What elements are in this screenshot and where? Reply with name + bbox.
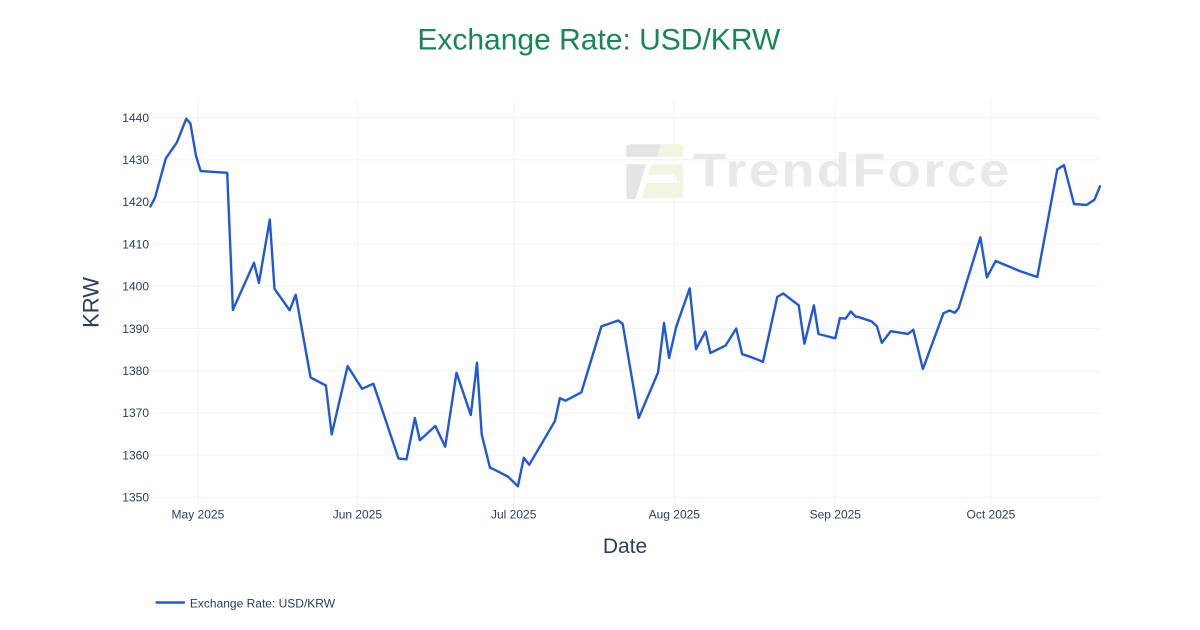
svg-text:Exchange Rate: USD/KRW: Exchange Rate: USD/KRW xyxy=(190,596,336,610)
svg-text:1420: 1420 xyxy=(122,195,149,209)
svg-text:1350: 1350 xyxy=(122,491,149,505)
svg-text:Aug 2025: Aug 2025 xyxy=(649,507,701,521)
svg-text:KRW: KRW xyxy=(79,277,104,328)
svg-text:Oct 2025: Oct 2025 xyxy=(967,507,1016,521)
svg-text:1400: 1400 xyxy=(122,280,149,294)
svg-text:May 2025: May 2025 xyxy=(172,507,225,521)
svg-text:TrendForce: TrendForce xyxy=(693,144,1012,197)
svg-text:1360: 1360 xyxy=(122,448,149,462)
svg-text:Jul 2025: Jul 2025 xyxy=(491,507,537,521)
svg-text:1410: 1410 xyxy=(122,237,149,251)
svg-text:Sep 2025: Sep 2025 xyxy=(810,507,862,521)
svg-text:1380: 1380 xyxy=(122,364,149,378)
svg-text:Jun 2025: Jun 2025 xyxy=(333,507,383,521)
svg-text:Date: Date xyxy=(603,535,647,558)
svg-text:1390: 1390 xyxy=(122,322,149,336)
svg-text:Exchange Rate: USD/KRW: Exchange Rate: USD/KRW xyxy=(417,24,781,57)
svg-text:1370: 1370 xyxy=(122,406,149,420)
svg-text:1440: 1440 xyxy=(122,111,149,125)
svg-text:1430: 1430 xyxy=(122,153,149,167)
